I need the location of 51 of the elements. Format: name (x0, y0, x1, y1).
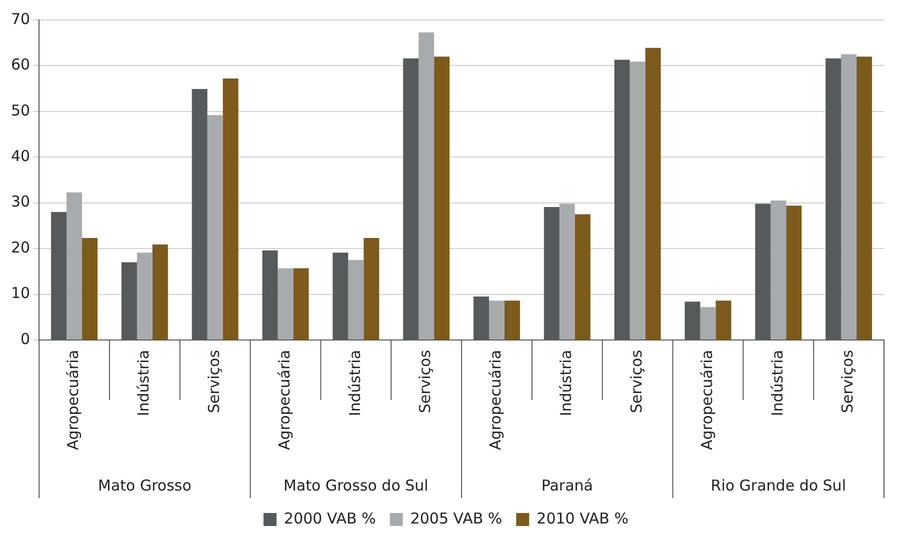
bar (136, 252, 152, 340)
bar (489, 300, 504, 340)
bar (82, 238, 98, 340)
x-tick-label: Agropecuária (275, 350, 294, 450)
y-tick-label: 10 (10, 284, 30, 302)
bar (364, 238, 380, 340)
x-tick-label: Serviços (838, 350, 857, 414)
legend-label: 2005 VAB % (410, 509, 502, 528)
bar (152, 244, 168, 340)
y-tick-label: 40 (10, 147, 30, 166)
bar (645, 48, 661, 340)
bar (278, 268, 294, 340)
legend-label: 2000 VAB % (284, 509, 376, 528)
bar (786, 206, 802, 340)
bar (770, 200, 786, 340)
bar (348, 260, 364, 340)
bar (418, 32, 434, 340)
bar (434, 56, 450, 340)
bar (504, 300, 520, 340)
y-tick-label: 50 (10, 101, 30, 120)
x-tick-label: Indústria (768, 350, 786, 416)
x-tick-label: Serviços (416, 350, 434, 414)
text: Paraná (541, 476, 593, 494)
x-tick-label: Serviços (205, 350, 223, 414)
y-tick-label: 60 (10, 56, 30, 74)
text: Mato Grosso (98, 476, 192, 494)
bar (222, 78, 238, 340)
bar (700, 307, 716, 340)
x-tick-label: Indústria (557, 350, 576, 416)
y-tick-label: 70 (10, 10, 30, 28)
bar (559, 204, 575, 340)
y-tick-label: 30 (10, 192, 30, 211)
y-tick-label: 20 (10, 238, 30, 256)
x-tick-label: Indústria (346, 350, 364, 416)
bar (66, 192, 82, 340)
legend-label: 2010 VAB % (536, 509, 628, 528)
text: Rio Grande do Sul (710, 476, 846, 494)
bar (630, 62, 646, 340)
x-tick-label: Agropecuária (486, 350, 505, 450)
x-tick-label: Indústria (134, 350, 153, 416)
x-tick-label: Serviços (627, 350, 646, 414)
bar (841, 54, 857, 340)
bar (293, 268, 309, 340)
x-tick-label: Agropecuária (64, 350, 82, 450)
bar (856, 56, 872, 340)
y-tick-label: 0 (20, 330, 30, 348)
bar (716, 300, 732, 340)
x-tick-label: Agropecuária (698, 350, 716, 450)
bar (207, 115, 223, 340)
text: Mato Grosso do Sul (284, 476, 428, 494)
bar (574, 214, 590, 340)
